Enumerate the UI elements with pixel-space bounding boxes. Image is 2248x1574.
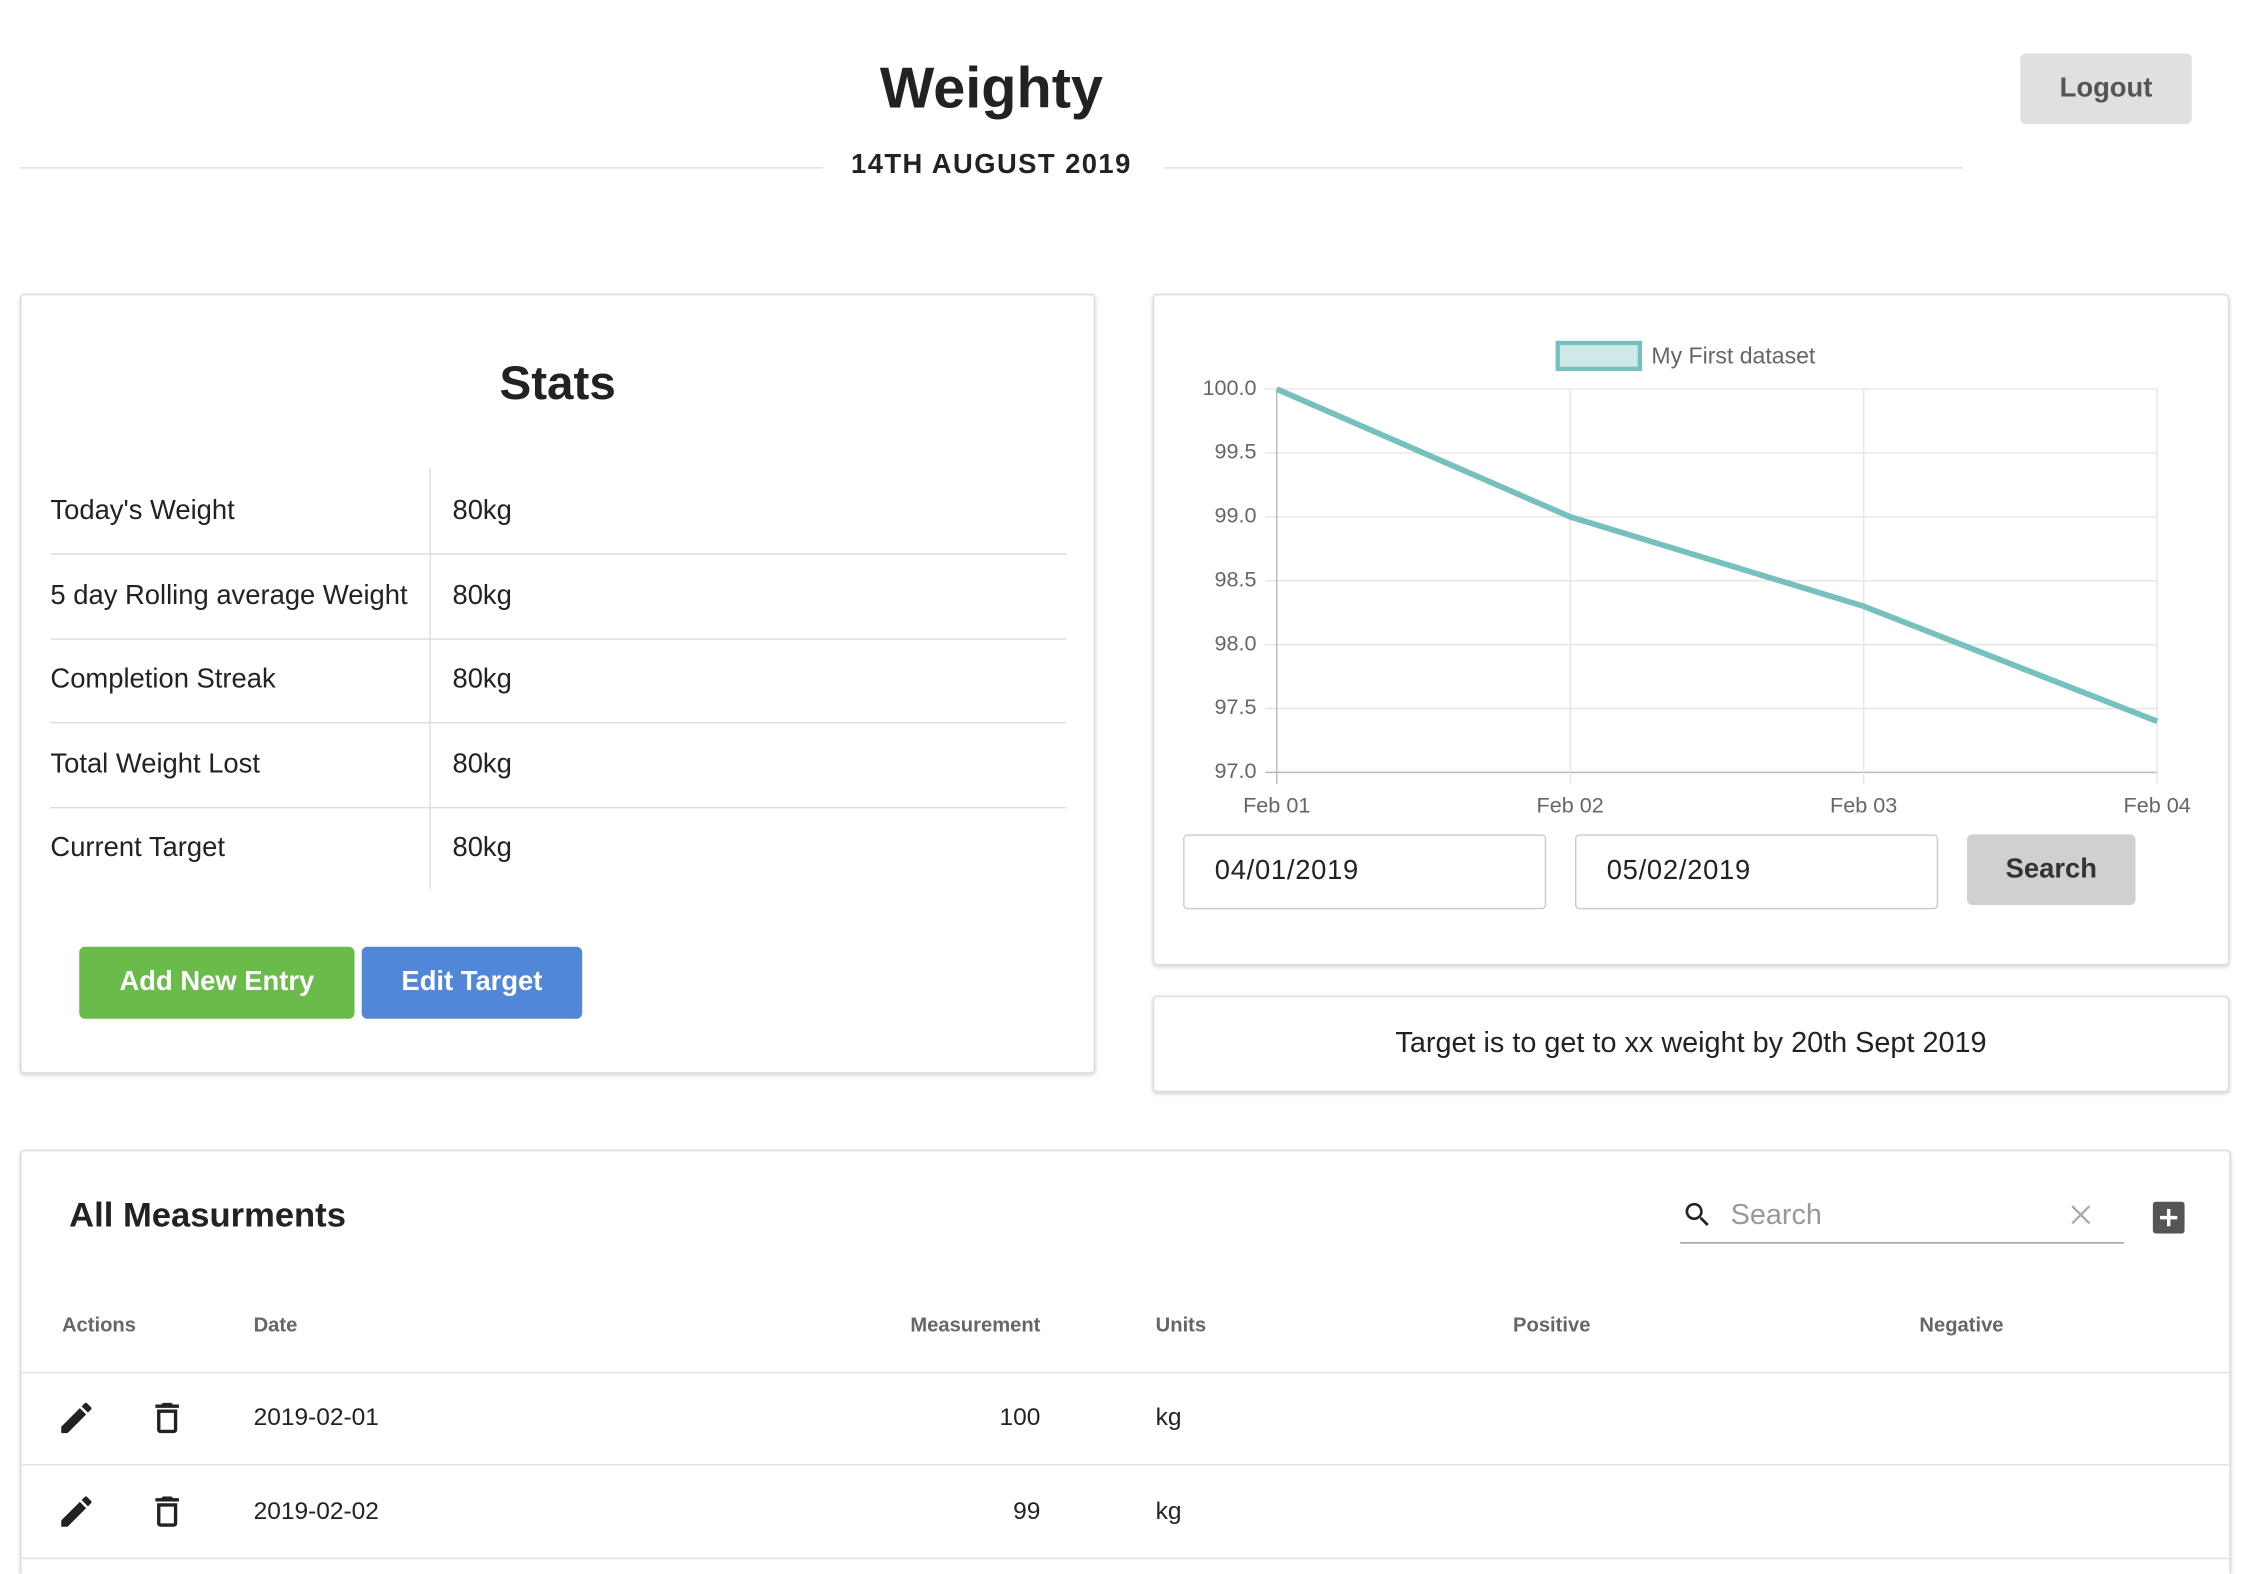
stats-title: Stats (499, 355, 616, 410)
legend-label: My First dataset (1651, 342, 1816, 368)
y-tick-label: 100.0 (1202, 375, 1256, 400)
data-line (1275, 386, 2159, 724)
row-divider (50, 722, 1067, 724)
search-input[interactable]: Search (1730, 1199, 1822, 1232)
column-header: Negative (1919, 1312, 2004, 1336)
date-from-input[interactable]: 04/01/2019 (1183, 834, 1547, 910)
logout-button[interactable]: Logout (2020, 53, 2192, 124)
date-to-input[interactable]: 05/02/2019 (1575, 834, 1939, 910)
x-tick-label: Feb 03 (1830, 793, 1897, 818)
column-header: Positive (1513, 1312, 1591, 1336)
edit-target-button[interactable]: Edit Target (361, 946, 583, 1019)
cell-units: kg (1155, 1403, 1182, 1431)
delete-icon[interactable] (147, 1398, 187, 1438)
y-tick-label: 99.0 (1214, 503, 1256, 528)
column-header: Actions (61, 1312, 136, 1336)
search-underline (1680, 1242, 2125, 1244)
add-icon[interactable] (2151, 1200, 2186, 1235)
target-text: Target is to get to xx weight by 20th Se… (1395, 1027, 1987, 1060)
delete-icon[interactable] (147, 1491, 187, 1531)
row-divider (21, 1371, 2230, 1374)
y-tick-label: 97.0 (1214, 758, 1256, 783)
row-divider (50, 806, 1067, 809)
column-header: Measurement (910, 1312, 1041, 1336)
x-tick-label: Feb 01 (1243, 793, 1310, 818)
column-divider (429, 468, 431, 890)
stat-value: 80kg (452, 749, 512, 780)
divider (20, 167, 823, 169)
row-divider (21, 1557, 2230, 1559)
cell-units: kg (1155, 1496, 1182, 1524)
cell-measurement: 100 (999, 1403, 1041, 1431)
edit-icon[interactable] (56, 1398, 96, 1438)
stat-label: 5 day Rolling average Weight (50, 580, 408, 611)
cell-measurement: 99 (1013, 1496, 1041, 1524)
stat-label: Completion Streak (50, 664, 276, 695)
stat-value: 80kg (452, 664, 512, 695)
stat-value: 80kg (452, 833, 512, 864)
y-tick-label: 99.5 (1214, 439, 1256, 464)
y-tick-label: 98.0 (1214, 630, 1256, 655)
chart: 97.0 97.5 98.0 98.5 99.0 99.5 100.0 Feb 01 Feb 0… (1202, 340, 2191, 818)
search-icon (1685, 1202, 1709, 1226)
add-entry-button[interactable]: Add New Entry (79, 946, 355, 1019)
edit-icon[interactable] (56, 1491, 96, 1531)
y-tick-label: 98.5 (1214, 566, 1256, 591)
x-tick-label: Feb 04 (2124, 793, 2191, 818)
measurements-title: All Measurments (69, 1196, 346, 1235)
chart-card: 97.0 97.5 98.0 98.5 99.0 99.5 100.0 Feb 01 Feb 0… (1152, 293, 2230, 966)
row-divider (50, 637, 1067, 640)
target-card: Target is to get to xx weight by 20th Se… (1152, 995, 2230, 1093)
clear-icon[interactable] (2068, 1202, 2094, 1228)
legend-swatch (1555, 340, 1643, 372)
column-header: Date (253, 1312, 298, 1336)
y-tick-label: 97.5 (1214, 694, 1256, 719)
stat-value: 80kg (452, 580, 512, 611)
search-button[interactable]: Search (1966, 834, 2136, 905)
stats-card: Stats Add New Entry Edit Target Today's … (20, 293, 1096, 1074)
column-header: Units (1155, 1312, 1207, 1336)
date-heading: 14TH AUGUST 2019 (851, 149, 1132, 181)
divider (1164, 167, 1963, 169)
x-tick-label: Feb 02 (1537, 793, 1604, 818)
measurements-card: All Measurments Search Actions Date Measur… (20, 1149, 2231, 1574)
stat-label: Total Weight Lost (50, 749, 260, 780)
row-divider (21, 1464, 2230, 1466)
stat-label: Current Target (50, 833, 225, 864)
cell-date: 2019-02-02 (253, 1496, 379, 1524)
cell-date: 2019-02-01 (253, 1403, 379, 1431)
app-title: Weighty (879, 56, 1103, 121)
stat-label: Today's Weight (50, 495, 235, 526)
row-divider (50, 553, 1067, 555)
stat-value: 80kg (452, 495, 512, 526)
